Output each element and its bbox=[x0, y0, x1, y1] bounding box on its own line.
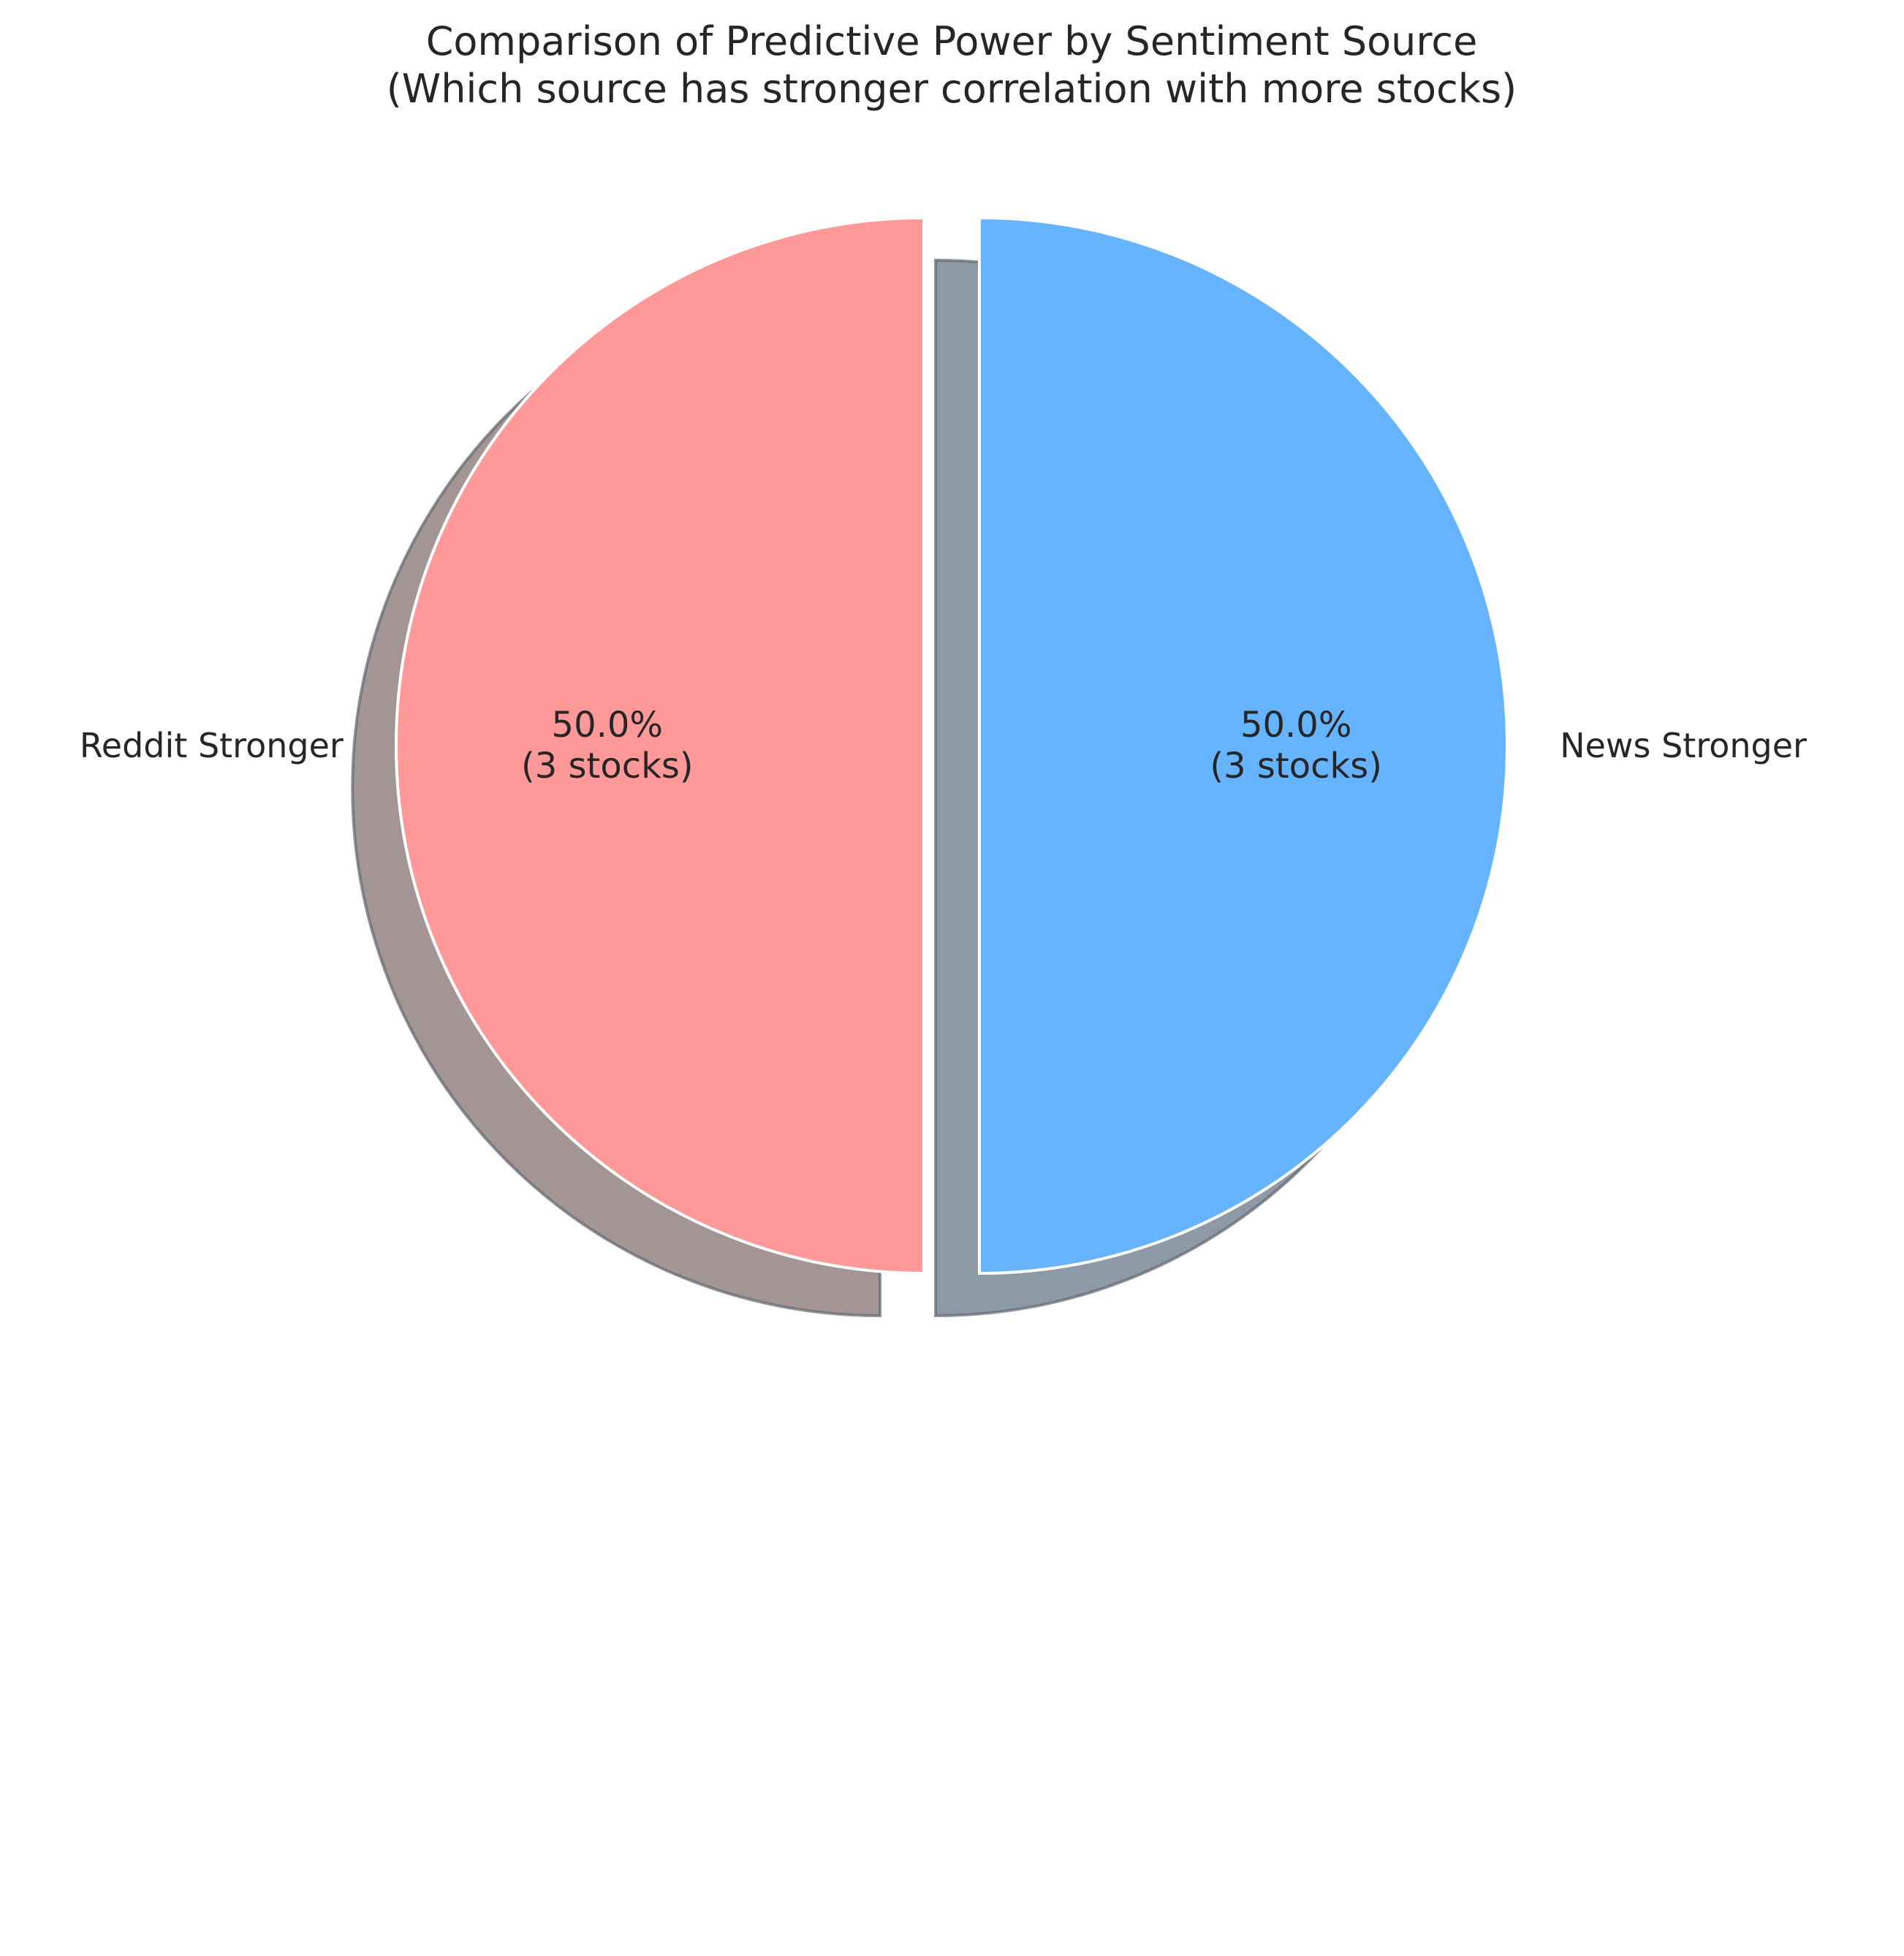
slice-reddit-stronger bbox=[395, 216, 925, 1275]
count-label-reddit-stronger: (3 stocks) bbox=[521, 746, 694, 786]
slice-labels: Reddit Stronger 50.0%(3 stocks) News Stron… bbox=[80, 705, 1807, 786]
chart-title: Comparison of Predictive Power by Sentim… bbox=[426, 18, 1478, 64]
pie-slices bbox=[395, 216, 1509, 1275]
pct-label-news-stronger: 50.0% bbox=[1240, 705, 1351, 746]
slice-label-reddit-stronger: Reddit Stronger bbox=[80, 726, 344, 765]
slice-label-news-stronger: News Stronger bbox=[1560, 726, 1807, 765]
slice-news-stronger bbox=[978, 216, 1509, 1275]
count-label-news-stronger: (3 stocks) bbox=[1210, 746, 1382, 786]
pct-label-reddit-stronger: 50.0% bbox=[552, 705, 663, 746]
chart-subtitle: (Which source has stronger correlation w… bbox=[387, 66, 1517, 112]
